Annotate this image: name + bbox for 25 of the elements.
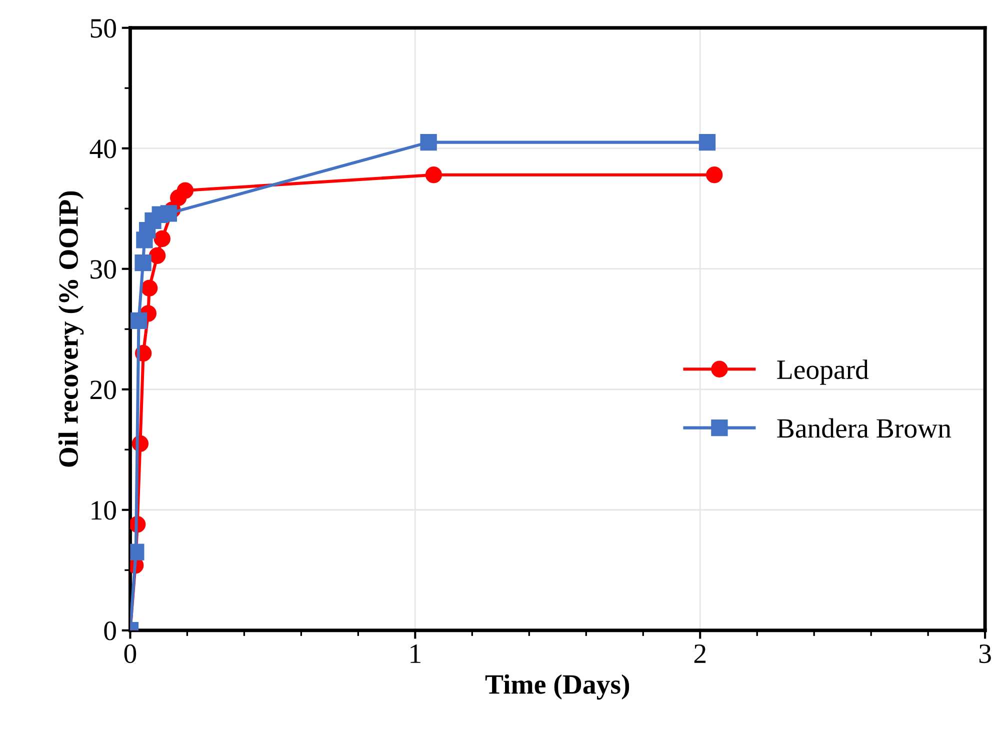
- y-tick-label: 20: [90, 380, 116, 400]
- point: [148, 247, 166, 264]
- y-tick-label: 30: [90, 260, 116, 279]
- point: [134, 254, 152, 272]
- legend-label: Leopard: [777, 360, 869, 385]
- point: [420, 134, 437, 151]
- x-tick-label: 3: [979, 644, 991, 664]
- point: [140, 280, 158, 296]
- y-tick-label: 50: [90, 19, 116, 38]
- x-tick-label: 2: [694, 644, 706, 663]
- y-tick-label: 40: [90, 140, 116, 158]
- point: [425, 166, 442, 184]
- point: [154, 230, 170, 248]
- x-tick-label: 1: [410, 644, 420, 663]
- point: [698, 134, 716, 151]
- y-tick-label: 10: [92, 501, 116, 520]
- point: [130, 312, 148, 330]
- x-axis-title: Time (Days): [485, 674, 630, 700]
- point: [160, 205, 178, 222]
- x-tick-label: 0: [124, 644, 136, 664]
- y-tick-label: 0: [104, 622, 116, 640]
- point: [176, 182, 194, 199]
- legend-label: Bandera Brown: [777, 418, 952, 438]
- y-axis-title: Oil recovery (% OOIP): [58, 191, 84, 467]
- point: [706, 166, 723, 184]
